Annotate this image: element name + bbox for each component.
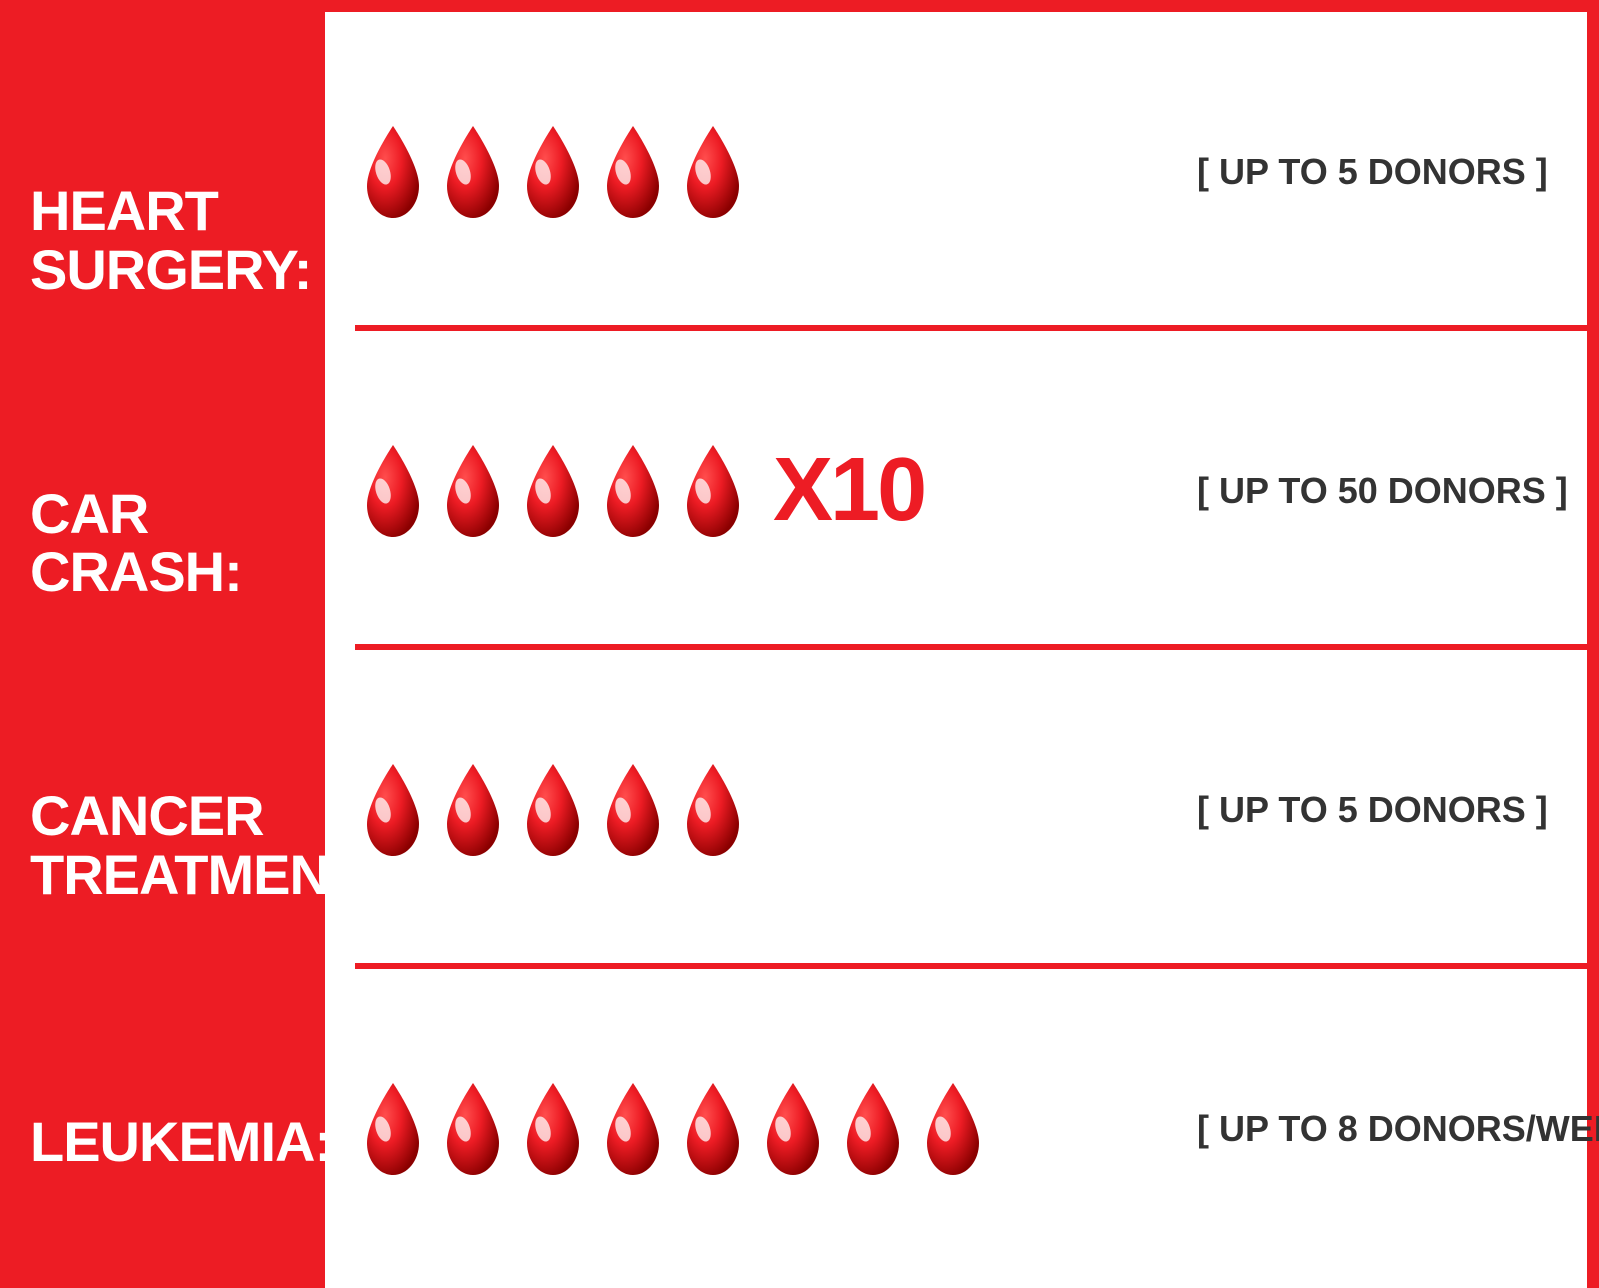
donor-text-3: [ UP TO 8 DONORS/WEEK ] (1147, 1108, 1547, 1150)
blood-drop-icon (435, 441, 511, 541)
blood-drop-icon (595, 1079, 671, 1179)
blood-drop-icon (355, 122, 431, 222)
blood-drop-icon (675, 1079, 751, 1179)
data-row-2: [ UP TO 5 DONORS ] (325, 650, 1587, 969)
blood-drop-icon (435, 122, 511, 222)
multiplier-text: X10 (773, 439, 924, 542)
row-label-3: LEUKEMIA: (30, 1113, 332, 1172)
row-label-2: CANCERTREATMENT: (30, 787, 374, 905)
row-label-1: CARCRASH: (30, 485, 242, 603)
blood-drop-icon (355, 760, 431, 860)
blood-drop-icon (435, 1079, 511, 1179)
sidebar-label-slot: CANCERTREATMENT: (30, 695, 325, 997)
blood-drop-icon (835, 1079, 911, 1179)
sidebar-label-slot: CARCRASH: (30, 392, 325, 694)
blood-drop-icon (515, 441, 591, 541)
sidebar: HEARTSURGERY: CARCRASH: CANCERTREATMENT:… (0, 0, 325, 1288)
donor-text-0: [ UP TO 5 DONORS ] (1147, 151, 1547, 193)
blood-drop-icon (595, 441, 671, 541)
drops-container-2 (355, 760, 1147, 860)
drops-container-1: X10 (355, 439, 1147, 542)
data-row-0: [ UP TO 5 DONORS ] (325, 12, 1587, 331)
blood-drop-icon (915, 1079, 991, 1179)
row-label-0: HEARTSURGERY: (30, 182, 311, 300)
blood-drop-icon (515, 122, 591, 222)
blood-drop-icon (355, 1079, 431, 1179)
blood-drop-icon (595, 122, 671, 222)
donor-text-2: [ UP TO 5 DONORS ] (1147, 789, 1547, 831)
data-row-1: X10 [ UP TO 50 DONORS ] (325, 331, 1587, 650)
drops-container-3 (355, 1079, 1147, 1179)
blood-drop-icon (675, 122, 751, 222)
blood-drop-icon (595, 760, 671, 860)
sidebar-label-slot: LEUKEMIA: (30, 997, 325, 1288)
blood-drop-icon (355, 441, 431, 541)
main-panel: [ UP TO 5 DONORS ] X10 [ UP TO 50 DONORS… (325, 0, 1599, 1288)
blood-drop-icon (675, 441, 751, 541)
blood-drop-icon (515, 760, 591, 860)
blood-drop-icon (515, 1079, 591, 1179)
donor-text-1: [ UP TO 50 DONORS ] (1147, 470, 1547, 512)
blood-drop-icon (435, 760, 511, 860)
sidebar-label-slot: HEARTSURGERY: (30, 90, 325, 392)
drops-container-0 (355, 122, 1147, 222)
blood-drop-icon (755, 1079, 831, 1179)
blood-drop-icon (675, 760, 751, 860)
data-row-3: [ UP TO 8 DONORS/WEEK ] (325, 969, 1587, 1288)
